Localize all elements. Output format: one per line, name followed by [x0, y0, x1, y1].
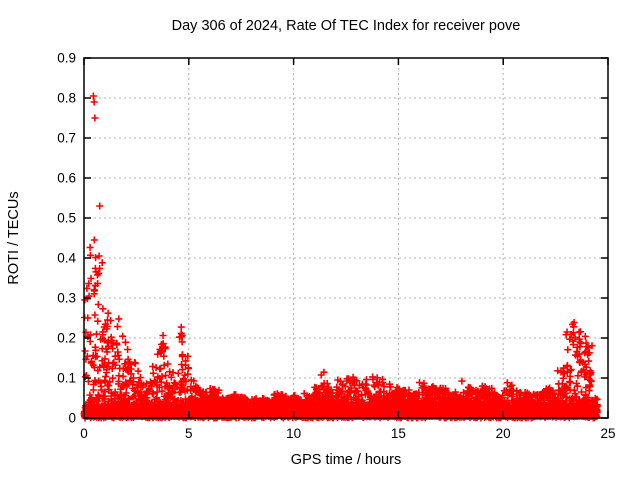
y-tick-label: 0.4: [57, 251, 76, 266]
y-tick-label: 0.1: [57, 371, 76, 386]
x-tick-label: 15: [391, 426, 406, 441]
data-points: [80, 92, 601, 422]
x-tick-label: 20: [496, 426, 511, 441]
y-tick-label: 0.6: [57, 171, 76, 186]
x-tick-label: 10: [286, 426, 301, 441]
y-tick-label: 0.5: [57, 211, 76, 226]
y-tick-label: 0.3: [57, 291, 76, 306]
y-tick-label: 0.7: [57, 131, 76, 146]
y-tick-label: 0.8: [57, 91, 76, 106]
y-tick-label: 0.9: [57, 51, 76, 66]
x-tick-label: 5: [185, 426, 193, 441]
y-tick-label: 0: [68, 411, 76, 426]
y-axis-label: ROTI / TECUs: [6, 191, 22, 285]
chart-title: Day 306 of 2024, Rate Of TEC Index for r…: [171, 18, 521, 34]
x-tick-label: 0: [80, 426, 88, 441]
y-tick-label: 0.2: [57, 331, 76, 346]
x-tick-label: 25: [600, 426, 615, 441]
plot-border: [83, 57, 609, 419]
x-axis-label: GPS time / hours: [290, 452, 402, 468]
